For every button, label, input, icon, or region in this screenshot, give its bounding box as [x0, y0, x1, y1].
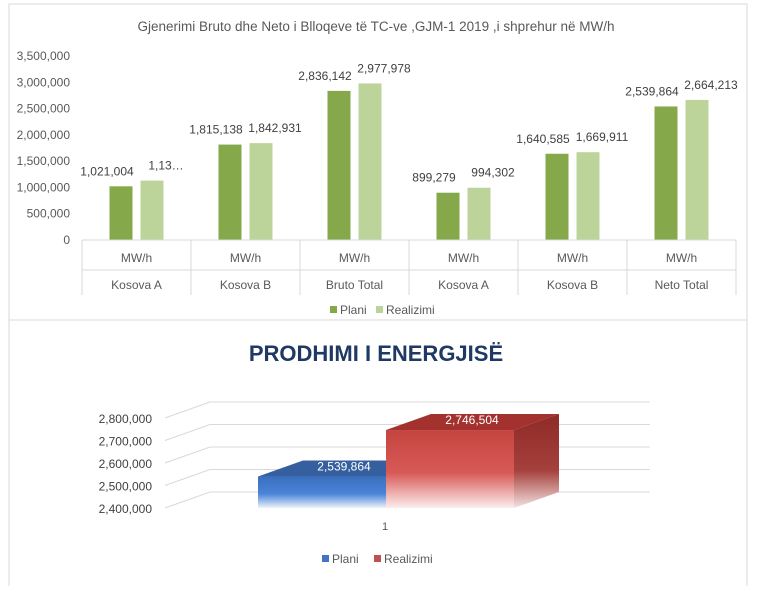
legend-swatch-plani	[330, 306, 337, 313]
legend-label-realizimi: Realizimi	[386, 303, 435, 317]
bar-plani	[218, 144, 242, 240]
category-group-label: Kosova A	[438, 278, 489, 292]
legend-swatch-realizimi	[376, 306, 383, 313]
top-category-axis: MW/h Kosova A MW/h Kosova B MW/h Bruto Total M…	[81, 239, 737, 295]
grid-diagonal	[164, 424, 211, 441]
bar-plani	[654, 106, 678, 240]
category-unit-label: MW/h	[666, 251, 697, 265]
data-label: 1,021,004	[80, 164, 134, 178]
legend-swatch-plani-bottom	[322, 555, 329, 562]
y-tick-label: 2,700,000	[99, 435, 153, 449]
bar-top-realizimi	[386, 414, 559, 431]
top-legend: Plani Realizimi	[330, 303, 435, 317]
bottom-3d-grid: 2,800,000 2,700,000 2,600,000 2,500,000 2,40…	[99, 401, 650, 516]
bar-realizimi	[685, 99, 709, 241]
data-label: 899,279	[412, 171, 456, 185]
y-tick-label: 500,000	[27, 207, 71, 221]
y-tick-label: 2,400,000	[99, 502, 153, 516]
bottom-category-label: 1	[382, 521, 388, 533]
category-group-label: Bruto Total	[326, 278, 383, 292]
data-label: 2,746,504	[445, 413, 499, 427]
top-bars: 1,021,004 1,13… 1,815,138 1,842,931 2,836,14…	[80, 61, 738, 241]
grid-diagonal	[164, 446, 211, 464]
y-tick-label: 1,500,000	[17, 154, 71, 168]
bar-realizimi	[249, 143, 273, 240]
y-tick-label: 2,500,000	[17, 102, 71, 116]
bar-plani	[109, 186, 133, 240]
y-tick-label: 3,500,000	[17, 49, 71, 63]
category-unit-label: MW/h	[121, 251, 152, 265]
bottom-bars: 2,539,864 2,746,504	[258, 413, 559, 508]
data-label: 2,539,864	[317, 460, 371, 474]
data-label: 1,842,931	[248, 121, 302, 135]
data-label: 2,836,142	[298, 69, 352, 83]
data-label: 2,539,864	[625, 84, 679, 98]
bar-realizimi	[576, 152, 600, 240]
legend-label-realizimi-bottom: Realizimi	[384, 552, 433, 566]
category-unit-label: MW/h	[339, 251, 370, 265]
y-tick-label: 1,000,000	[17, 180, 71, 194]
y-tick-label: 0	[63, 233, 70, 247]
legend-label-plani: Plani	[340, 303, 367, 317]
category-unit-label: MW/h	[230, 251, 261, 265]
category-group-label: Kosova B	[547, 278, 598, 292]
data-label: 1,669,911	[576, 130, 629, 144]
category-group-label: Neto Total	[655, 278, 709, 292]
y-tick-label: 2,000,000	[17, 128, 71, 142]
data-label: 994,302	[471, 166, 515, 180]
data-label: 1,13…	[148, 159, 183, 173]
bar-realizimi	[140, 180, 164, 240]
category-unit-label: MW/h	[448, 251, 479, 265]
data-label: 1,640,585	[516, 132, 570, 146]
bar-realizimi	[467, 187, 491, 240]
bar-plani	[258, 476, 386, 508]
bar-plani	[327, 90, 351, 240]
bottom-chart-title: PRODHIMI I ENERGJISË	[249, 341, 503, 366]
grid-diagonal	[164, 491, 211, 509]
grid-diagonal	[164, 469, 211, 486]
y-tick-label: 2,600,000	[99, 457, 153, 471]
bar-plani	[545, 153, 569, 240]
top-chart-title: Gjenerimi Bruto dhe Neto i Blloqeve të T…	[138, 19, 615, 34]
legend-swatch-realizimi-bottom	[374, 555, 381, 562]
top-y-axis: 3,500,000 3,000,000 2,500,000 2,000,000 1,50…	[17, 49, 71, 247]
bar-plani	[436, 192, 460, 240]
data-label: 1,815,138	[189, 123, 243, 137]
bar-realizimi	[386, 430, 514, 508]
top-chart: Gjenerimi Bruto dhe Neto i Blloqeve të T…	[8, 3, 748, 321]
grid-diagonal	[164, 401, 211, 419]
bottom-chart: PRODHIMI I ENERGJISË 2,800,0002,700,0002…	[8, 320, 748, 586]
category-group-label: Kosova A	[111, 278, 162, 292]
bar-side-realizimi	[514, 414, 559, 508]
bar-realizimi	[358, 83, 382, 240]
data-label: 2,977,978	[357, 61, 411, 75]
y-tick-label: 3,000,000	[17, 75, 71, 89]
legend-label-plani-bottom: Plani	[332, 552, 359, 566]
data-label: 2,664,213	[684, 78, 738, 92]
y-tick-label: 2,800,000	[99, 412, 153, 426]
bottom-legend: Plani Realizimi	[322, 552, 433, 566]
y-tick-label: 2,500,000	[99, 480, 153, 494]
category-unit-label: MW/h	[557, 251, 588, 265]
category-group-label: Kosova B	[220, 278, 271, 292]
